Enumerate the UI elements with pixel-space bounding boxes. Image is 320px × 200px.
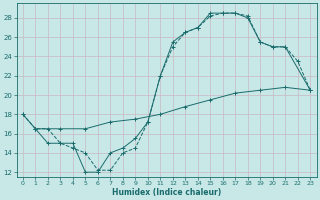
- X-axis label: Humidex (Indice chaleur): Humidex (Indice chaleur): [112, 188, 221, 197]
